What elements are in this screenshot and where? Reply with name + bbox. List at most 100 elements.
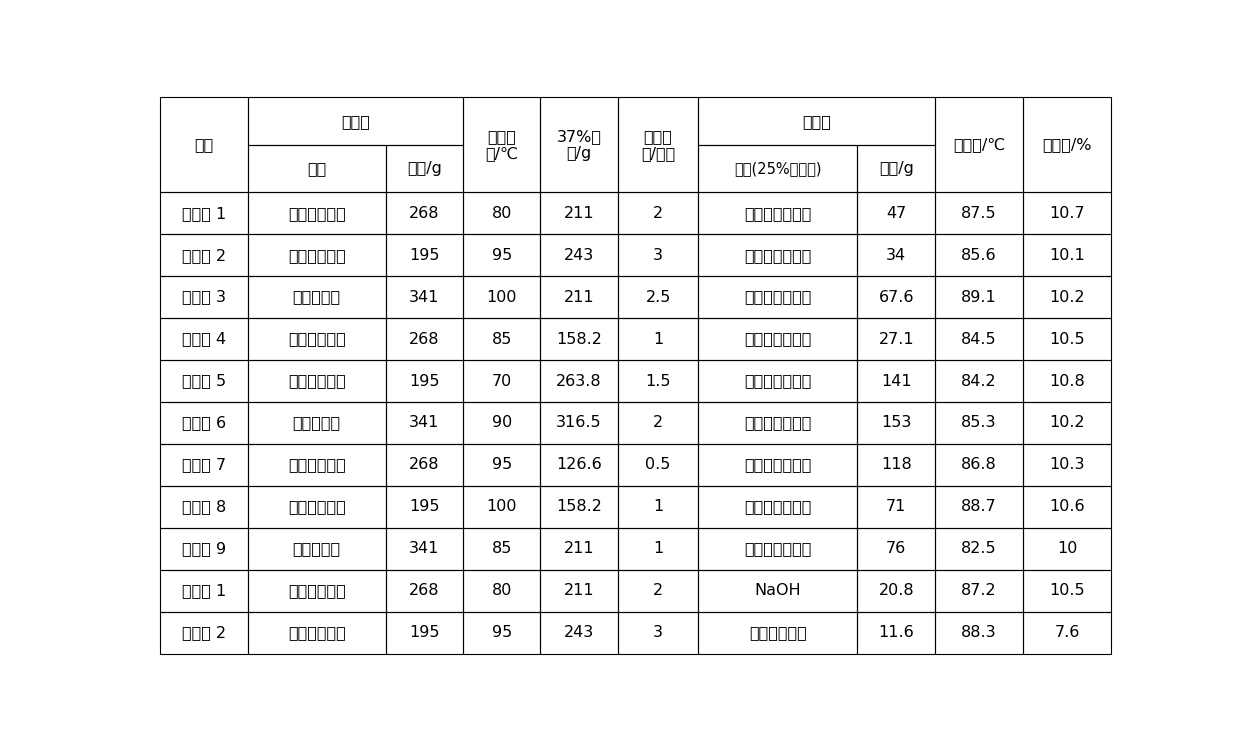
Text: 种类(25%水溶液): 种类(25%水溶液) <box>734 161 822 176</box>
Bar <box>1023 98 1111 192</box>
Text: 3: 3 <box>653 625 663 640</box>
Text: 实施例 3: 实施例 3 <box>182 290 226 305</box>
Text: 243: 243 <box>564 247 594 262</box>
Bar <box>463 98 541 192</box>
Text: 100: 100 <box>486 290 517 305</box>
Bar <box>618 612 698 654</box>
Bar <box>386 528 463 570</box>
Text: 对叔丁基苯酚: 对叔丁基苯酚 <box>288 373 346 388</box>
Text: 10.3: 10.3 <box>1049 457 1085 473</box>
Bar <box>160 276 248 318</box>
Bar <box>541 570 618 612</box>
Bar <box>463 570 541 612</box>
Text: 十二烷基酚: 十二烷基酚 <box>293 542 341 556</box>
Text: 67.6: 67.6 <box>878 290 914 305</box>
Bar <box>541 192 618 234</box>
Bar <box>160 444 248 486</box>
Text: 对叔丁基苯酚: 对叔丁基苯酚 <box>288 499 346 514</box>
Bar <box>698 192 858 234</box>
Bar <box>386 318 463 360</box>
Bar <box>698 98 935 144</box>
Bar <box>160 192 248 234</box>
Bar <box>248 318 386 360</box>
Text: 对特辛基苯酚: 对特辛基苯酚 <box>288 457 346 473</box>
Bar <box>160 360 248 402</box>
Text: 实施例 7: 实施例 7 <box>182 457 226 473</box>
Bar <box>698 486 858 528</box>
Text: 71: 71 <box>887 499 906 514</box>
Bar <box>935 234 1023 276</box>
Text: 84.2: 84.2 <box>961 373 997 388</box>
Text: 195: 195 <box>409 247 439 262</box>
Bar <box>618 98 698 192</box>
Text: 软化点/℃: 软化点/℃ <box>952 137 1006 153</box>
Bar <box>160 570 248 612</box>
Text: 反应时
间/小时: 反应时 间/小时 <box>641 129 676 161</box>
Bar <box>386 144 463 192</box>
Text: 118: 118 <box>880 457 911 473</box>
Bar <box>541 318 618 360</box>
Text: 86.8: 86.8 <box>961 457 997 473</box>
Bar <box>858 318 935 360</box>
Bar <box>1023 612 1111 654</box>
Text: 268: 268 <box>409 206 439 221</box>
Bar <box>618 276 698 318</box>
Bar <box>160 234 248 276</box>
Text: 2: 2 <box>653 206 663 221</box>
Bar <box>160 612 248 654</box>
Text: 烷基酚: 烷基酚 <box>341 113 370 129</box>
Bar <box>698 318 858 360</box>
Bar <box>160 402 248 444</box>
Bar <box>541 234 618 276</box>
Bar <box>935 612 1023 654</box>
Text: 四丁基氢氧化铵: 四丁基氢氧化铵 <box>744 290 812 305</box>
Bar <box>698 144 858 192</box>
Bar <box>541 360 618 402</box>
Text: 153: 153 <box>880 416 911 431</box>
Text: 四甲基氢氧化铵: 四甲基氢氧化铵 <box>744 206 812 221</box>
Bar <box>1023 444 1111 486</box>
Bar <box>618 570 698 612</box>
Bar <box>248 612 386 654</box>
Text: 四乙基氢氧化铵: 四乙基氢氧化铵 <box>744 542 812 556</box>
Bar <box>698 444 858 486</box>
Text: 85.6: 85.6 <box>961 247 997 262</box>
Text: 76: 76 <box>887 542 906 556</box>
Bar <box>463 276 541 318</box>
Bar <box>858 234 935 276</box>
Text: 实施例 6: 实施例 6 <box>182 416 226 431</box>
Bar <box>248 234 386 276</box>
Text: 十二烷基酚: 十二烷基酚 <box>293 416 341 431</box>
Bar <box>248 192 386 234</box>
Bar <box>463 528 541 570</box>
Bar <box>248 528 386 570</box>
Text: 实施例 8: 实施例 8 <box>182 499 226 514</box>
Bar <box>463 360 541 402</box>
Text: 268: 268 <box>409 457 439 473</box>
Bar <box>541 612 618 654</box>
Text: 100: 100 <box>486 499 517 514</box>
Text: 243: 243 <box>564 625 594 640</box>
Bar <box>935 486 1023 528</box>
Text: 11.6: 11.6 <box>878 625 914 640</box>
Text: NaOH: NaOH <box>755 583 801 598</box>
Text: 2: 2 <box>653 416 663 431</box>
Bar <box>248 486 386 528</box>
Text: 87.5: 87.5 <box>961 206 997 221</box>
Bar <box>618 360 698 402</box>
Text: 质量/g: 质量/g <box>407 161 441 176</box>
Text: 10.5: 10.5 <box>1049 331 1085 347</box>
Bar <box>858 276 935 318</box>
Bar <box>1023 360 1111 402</box>
Bar <box>858 192 935 234</box>
Bar <box>386 402 463 444</box>
Bar <box>618 234 698 276</box>
Bar <box>935 318 1023 360</box>
Bar <box>248 570 386 612</box>
Bar <box>935 192 1023 234</box>
Text: 实施例 4: 实施例 4 <box>182 331 226 347</box>
Text: 1.5: 1.5 <box>645 373 671 388</box>
Bar <box>463 234 541 276</box>
Text: 316.5: 316.5 <box>557 416 601 431</box>
Bar <box>463 486 541 528</box>
